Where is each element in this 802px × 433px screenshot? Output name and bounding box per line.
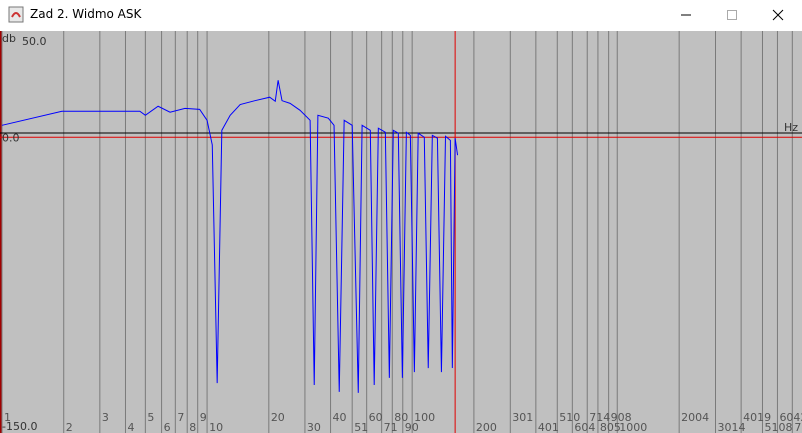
x-tick-label: 20 — [271, 411, 285, 424]
x-tick-label: 2004 — [681, 411, 709, 424]
x-tick-label: 5 — [147, 411, 154, 424]
x-tick-label: 80 — [394, 411, 408, 424]
chart: 1234567891020304051607180901002003014015… — [0, 31, 802, 433]
y-tick-label: -150.0 — [2, 420, 37, 433]
x-tick-label: 805 — [600, 421, 621, 433]
x-tick-label: 3014 — [718, 421, 746, 433]
x-tick-label: 200 — [476, 421, 497, 433]
x-tick-label: 6 — [164, 421, 171, 433]
x-tick-label: 4019 — [743, 411, 771, 424]
spectrum-line — [1, 80, 459, 393]
x-tick-label: 5108 — [764, 421, 792, 433]
x-tick-label: 6042 — [779, 411, 802, 424]
title-bar-icons — [8, 6, 784, 23]
app-icon — [8, 6, 24, 23]
x-tick-label: 100 — [414, 411, 435, 424]
close-button[interactable] — [772, 9, 784, 21]
y-axis-label: db — [2, 32, 16, 45]
x-tick-label: 510 — [559, 411, 580, 424]
x-tick-label: 60 — [369, 411, 383, 424]
title-bar: Zad 2. Widmo ASK — [0, 0, 802, 30]
app-icon-cup — [11, 12, 21, 18]
window-title: Zad 2. Widmo ASK — [30, 7, 142, 21]
plot-background — [0, 31, 802, 433]
x-tick-label: 7 — [177, 411, 184, 424]
x-tick-label: 2 — [66, 421, 73, 433]
x-tick-label: 604 — [574, 421, 595, 433]
x-tick-label: 71 — [384, 421, 398, 433]
x-tick-label: 4 — [127, 421, 134, 433]
x-tick-label: 10 — [209, 421, 223, 433]
x-tick-label: 401 — [538, 421, 559, 433]
x-tick-label: 7140 — [794, 421, 802, 433]
x-tick-label: 40 — [333, 411, 347, 424]
x-tick-label: 51 — [354, 421, 368, 433]
x-tick-label: 714 — [589, 411, 610, 424]
x-tick-label: 1 — [4, 411, 11, 424]
maximize-button[interactable] — [727, 10, 737, 20]
y-tick-label: 0.0 — [2, 131, 20, 144]
x-axis-label: Hz — [784, 121, 798, 134]
x-tick-label: 9 — [200, 411, 207, 424]
x-tick-label: 1000 — [619, 421, 647, 433]
x-tick-label: 908 — [611, 411, 632, 424]
x-tick-label: 3 — [102, 411, 109, 424]
x-tick-label: 301 — [512, 411, 533, 424]
y-tick-label: 50.0 — [22, 35, 47, 48]
x-tick-label: 90 — [405, 421, 419, 433]
x-tick-label: 30 — [307, 421, 321, 433]
x-tick-label: 8 — [189, 421, 196, 433]
